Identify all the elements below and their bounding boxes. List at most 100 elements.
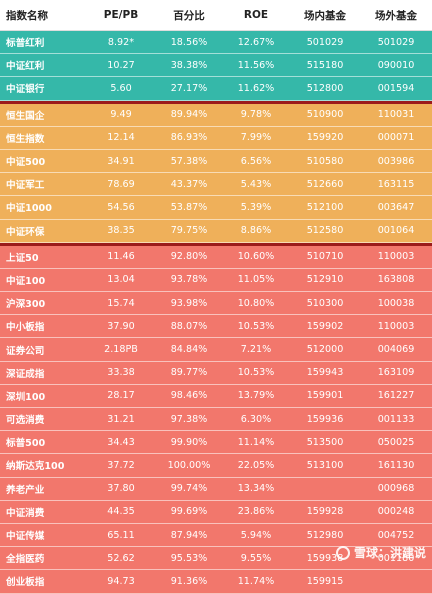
cell-pe-pb: 8.92* — [107, 36, 135, 48]
cell-roe: 7.21% — [240, 344, 272, 356]
cell-roe: 13.79% — [237, 390, 275, 402]
cell-index-name: 中小板指 — [6, 322, 45, 334]
cell-roe: 8.86% — [240, 225, 272, 237]
cell-onexchange-fund: 513500 — [306, 436, 344, 448]
cell-percentile: 27.17% — [170, 82, 208, 94]
cell-onexchange-fund: 159901 — [306, 390, 344, 402]
cell-percentile: 99.69% — [170, 506, 208, 518]
header-percentile: 百分比 — [173, 9, 205, 22]
cell-pe-pb: 94.73 — [107, 575, 135, 587]
cell-pe-pb: 15.74 — [107, 297, 135, 309]
cell-pe-pb: 54.56 — [107, 201, 135, 213]
cell-onexchange-fund: 501029 — [306, 36, 344, 48]
cell-onexchange-fund: 159920 — [306, 132, 344, 144]
cell-onexchange-fund: 159943 — [306, 367, 344, 379]
cell-index-name: 中证军工 — [6, 180, 45, 192]
table-row: 中证100 13.04 93.78% 11.05% 512910 163808 — [0, 268, 432, 293]
table-row: 中证银行 5.60 27.17% 11.62% 512800 001594 — [0, 77, 432, 101]
table-row: 可选消费 31.21 97.38% 6.30% 159936 001133 — [0, 408, 432, 432]
cell-offexchange-fund: 003647 — [377, 201, 415, 213]
cell-offexchange-fund: 001133 — [377, 413, 415, 425]
table-row: 纳斯达克100 37.72 100.00% 22.05% 513100 161130 — [0, 454, 432, 478]
cell-offexchange-fund: 001594 — [377, 82, 415, 94]
cell-pe-pb: 37.72 — [107, 459, 135, 471]
table-header: 指数名称 PE/PB 百分比 ROE 场内基金 场外基金 — [0, 0, 432, 31]
cell-percentile: 93.98% — [170, 297, 208, 309]
cell-onexchange-fund: 510900 — [306, 109, 344, 121]
cell-onexchange-fund: 512910 — [306, 274, 344, 286]
cell-roe: 5.94% — [240, 529, 272, 541]
cell-onexchange-fund: 513100 — [306, 459, 344, 471]
table-row: 标普红利 8.92* 18.56% 12.67% 501029 501029 — [0, 31, 432, 55]
cell-index-name: 中证银行 — [6, 84, 45, 96]
table-row: 中小板指 37.90 88.07% 10.53% 159902 110003 — [0, 315, 432, 339]
group-divider — [0, 100, 432, 104]
cell-onexchange-fund: 512660 — [306, 178, 344, 190]
cell-onexchange-fund: 512800 — [306, 82, 344, 94]
cell-offexchange-fund: 110003 — [377, 320, 415, 332]
cell-index-name: 恒生国企 — [6, 110, 45, 122]
cell-pe-pb: 13.04 — [107, 274, 135, 286]
cell-pe-pb: 52.62 — [107, 552, 135, 564]
cell-pe-pb: 38.35 — [107, 225, 135, 237]
table-row: 中证1000 54.56 53.87% 5.39% 512100 003647 — [0, 196, 432, 220]
table-row: 创业板指 94.73 91.36% 11.74% 159915 — [0, 570, 432, 594]
table-row: 深证成指 33.38 89.77% 10.53% 159943 163109 — [0, 361, 432, 385]
header-onexchange-fund: 场内基金 — [304, 9, 346, 22]
table-row: 恒生指数 12.14 86.93% 7.99% 159920 000071 — [0, 126, 432, 150]
cell-index-name: 上证50 — [6, 252, 39, 264]
cell-percentile: 91.36% — [170, 575, 208, 587]
cell-onexchange-fund: 159938 — [306, 552, 344, 564]
table-row: 中证传媒 65.11 87.94% 5.94% 512980 004752 — [0, 523, 432, 548]
cell-roe: 11.74% — [237, 575, 275, 587]
cell-offexchange-fund: 110003 — [377, 251, 415, 263]
cell-roe: 5.43% — [240, 178, 272, 190]
cell-onexchange-fund: 512580 — [306, 225, 344, 237]
cell-roe: 5.39% — [240, 201, 272, 213]
cell-pe-pb: 31.21 — [107, 413, 135, 425]
cell-roe: 9.55% — [240, 552, 272, 564]
cell-onexchange-fund: 159936 — [306, 413, 344, 425]
table-row: 中证环保 38.35 79.75% 8.86% 512580 001064 — [0, 219, 432, 243]
cell-index-name: 标普500 — [6, 438, 46, 450]
cell-percentile: 99.90% — [170, 436, 208, 448]
cell-pe-pb: 34.91 — [107, 155, 135, 167]
table-row: 恒生国企 9.49 89.94% 9.78% 510900 110031 — [0, 103, 432, 127]
cell-index-name: 中证传媒 — [6, 531, 45, 543]
cell-percentile: 92.80% — [170, 251, 208, 263]
cell-offexchange-fund: 100038 — [377, 297, 415, 309]
cell-offexchange-fund: 000071 — [377, 132, 415, 144]
cell-percentile: 53.87% — [170, 201, 208, 213]
cell-index-name: 纳斯达克100 — [6, 461, 65, 473]
cell-percentile: 84.84% — [170, 344, 208, 356]
cell-roe: 7.99% — [240, 132, 272, 144]
table-row: 证券公司 2.18PB 84.84% 7.21% 512000 004069 — [0, 338, 432, 362]
cell-offexchange-fund: 110031 — [377, 109, 415, 121]
cell-onexchange-fund: 512100 — [306, 201, 344, 213]
cell-pe-pb: 28.17 — [107, 390, 135, 402]
table-row: 沪深300 15.74 93.98% 10.80% 510300 100038 — [0, 292, 432, 316]
snowball-logo-icon — [335, 545, 350, 560]
cell-pe-pb: 33.38 — [107, 367, 135, 379]
cell-onexchange-fund: 510710 — [306, 251, 344, 263]
cell-index-name: 恒生指数 — [6, 133, 45, 145]
cell-percentile: 100.00% — [167, 459, 211, 471]
table-row: 标普500 34.43 99.90% 11.14% 513500 050025 — [0, 431, 432, 455]
cell-percentile: 57.38% — [170, 155, 208, 167]
cell-percentile: 99.74% — [170, 483, 208, 495]
watermark: 雪球：洪建说 — [335, 544, 426, 561]
cell-roe: 12.67% — [237, 36, 275, 48]
cell-pe-pb: 78.69 — [107, 178, 135, 190]
cell-index-name: 可选消费 — [6, 415, 45, 427]
cell-percentile: 88.07% — [170, 320, 208, 332]
cell-percentile: 79.75% — [170, 225, 208, 237]
cell-roe: 11.14% — [237, 436, 275, 448]
table-row: 中证消费 44.35 99.69% 23.86% 159928 000248 — [0, 500, 432, 524]
cell-pe-pb: 34.43 — [107, 436, 135, 448]
cell-percentile: 93.78% — [170, 274, 208, 286]
cell-offexchange-fund: 001180 — [377, 552, 415, 564]
cell-percentile: 86.93% — [170, 132, 208, 144]
cell-pe-pb: 9.49 — [110, 109, 132, 121]
cell-pe-pb: 5.60 — [110, 82, 132, 94]
cell-roe: 9.78% — [240, 109, 272, 121]
